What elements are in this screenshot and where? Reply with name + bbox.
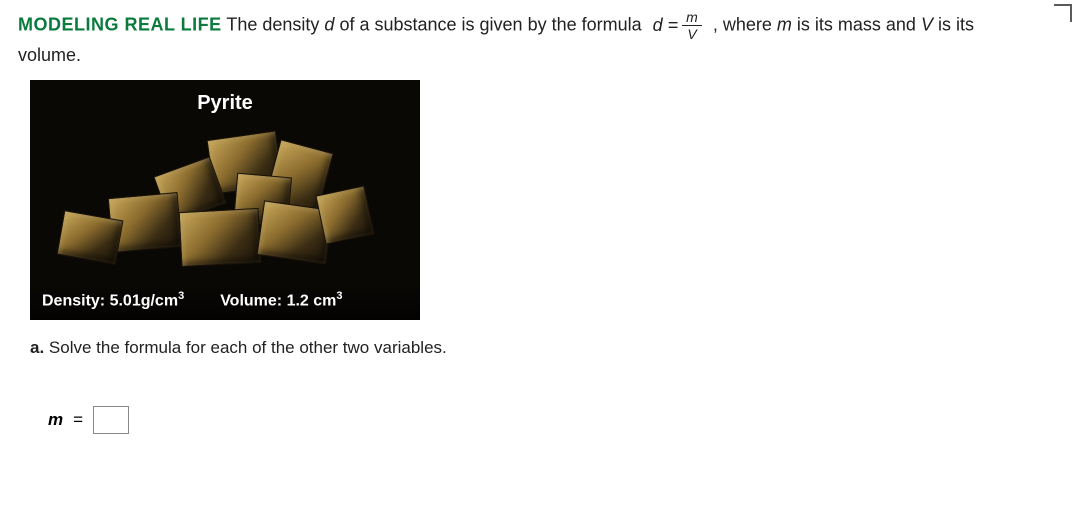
formula-lhs: d = xyxy=(653,11,679,40)
density-exp: 3 xyxy=(178,290,184,302)
mineral-chunk xyxy=(179,208,262,267)
heading-text-3: , where xyxy=(713,14,777,34)
pyrite-photo: Pyrite Density: 5.01g/cm3 Volume: 1.2 cm… xyxy=(30,80,420,320)
fraction-denominator: V xyxy=(683,26,700,41)
mineral-chunk xyxy=(57,210,124,265)
density-readout: Density: 5.01g/cm3 xyxy=(42,290,184,310)
heading-text-4: is its mass and xyxy=(797,14,921,34)
heading-line-2: volume. xyxy=(18,45,1062,66)
heading-text-5: is its xyxy=(938,14,974,34)
answer-row: m = xyxy=(48,406,1062,434)
mineral-graphic xyxy=(60,135,390,285)
var-d: d xyxy=(324,14,334,34)
mineral-chunk xyxy=(315,185,374,244)
answer-input-m[interactable] xyxy=(93,406,129,434)
var-m: m xyxy=(777,14,792,34)
answer-eq: = xyxy=(73,410,83,430)
section-tag: MODELING REAL LIFE xyxy=(18,14,222,34)
answer-var: m xyxy=(48,410,63,430)
fraction: m V xyxy=(682,10,702,41)
volume-label: Volume: 1.2 cm xyxy=(220,292,336,309)
part-a: a. Solve the formula for each of the oth… xyxy=(30,338,1062,358)
volume-readout: Volume: 1.2 cm3 xyxy=(220,290,342,310)
problem-heading: MODELING REAL LIFE The density d of a su… xyxy=(18,10,1062,41)
problem-page: MODELING REAL LIFE The density d of a su… xyxy=(0,0,1080,528)
heading-text-1: The density xyxy=(226,14,324,34)
photo-title: Pyrite xyxy=(197,92,253,115)
density-label: Density: 5.01g/cm xyxy=(42,292,178,309)
corner-icon xyxy=(1054,4,1072,22)
var-v: V xyxy=(921,14,933,34)
part-text: Solve the formula for each of the other … xyxy=(49,338,447,357)
fraction-numerator: m xyxy=(682,10,702,26)
heading-text-2: of a substance is given by the formula xyxy=(339,14,646,34)
part-label: a. xyxy=(30,338,44,357)
photo-footer: Density: 5.01g/cm3 Volume: 1.2 cm3 xyxy=(30,282,420,320)
volume-exp: 3 xyxy=(336,290,342,302)
density-formula: d = m V xyxy=(653,10,702,41)
